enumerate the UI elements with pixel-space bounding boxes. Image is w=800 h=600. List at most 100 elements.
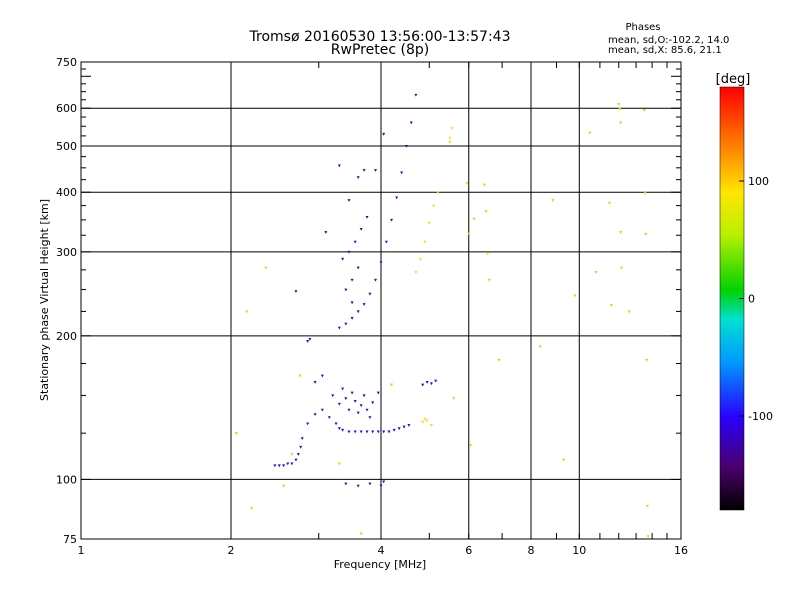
data-point xyxy=(337,462,341,466)
y-tick-label: 750 xyxy=(56,56,77,69)
colorbar-tick-label: 0 xyxy=(748,293,755,306)
data-point xyxy=(609,304,613,307)
data-point xyxy=(421,383,425,387)
data-point xyxy=(341,387,345,391)
data-point xyxy=(371,430,375,434)
data-point xyxy=(594,271,598,274)
data-point xyxy=(467,232,471,236)
data-point xyxy=(290,453,294,456)
data-point xyxy=(573,294,577,298)
data-point xyxy=(327,416,331,420)
data-point xyxy=(469,444,473,447)
data-point xyxy=(407,424,411,427)
data-point xyxy=(300,437,304,441)
data-point xyxy=(250,507,254,511)
x-tick-label: 10 xyxy=(572,544,586,557)
data-point xyxy=(320,374,324,378)
data-point xyxy=(282,484,286,488)
data-point xyxy=(353,430,357,434)
data-point xyxy=(538,345,542,349)
data-point xyxy=(382,430,386,434)
data-point xyxy=(368,416,372,420)
data-point xyxy=(382,480,386,484)
data-point xyxy=(298,374,302,378)
data-point xyxy=(497,358,501,362)
data-point xyxy=(299,445,303,449)
data-point xyxy=(344,288,348,292)
data-point xyxy=(353,240,357,244)
data-point xyxy=(306,340,310,343)
data-point xyxy=(341,428,345,432)
data-point xyxy=(337,164,341,168)
data-point xyxy=(425,419,429,423)
data-point xyxy=(619,231,623,234)
data-point xyxy=(374,278,378,282)
data-point xyxy=(320,408,324,412)
data-point xyxy=(350,316,354,320)
data-point xyxy=(313,381,317,384)
data-point xyxy=(359,532,363,536)
data-point xyxy=(344,322,348,326)
chart-title: Tromsø 20160530 13:56:00-13:57:43 xyxy=(249,29,511,45)
data-point xyxy=(390,383,394,387)
data-point xyxy=(356,411,360,415)
data-point xyxy=(313,413,317,416)
data-point xyxy=(334,422,338,426)
data-point xyxy=(356,310,360,314)
data-point xyxy=(429,382,433,386)
data-point xyxy=(290,462,294,466)
data-point xyxy=(450,127,454,130)
data-point xyxy=(353,400,357,403)
x-tick-label: 2 xyxy=(228,544,235,557)
data-point xyxy=(379,484,383,488)
colorbar-tick-label: 100 xyxy=(748,175,769,188)
data-point xyxy=(421,420,425,424)
data-point xyxy=(365,408,369,412)
data-point xyxy=(331,394,335,398)
data-point xyxy=(400,171,404,175)
y-tick-label: 100 xyxy=(56,473,77,486)
data-point xyxy=(432,204,436,208)
data-point xyxy=(356,266,360,270)
data-point xyxy=(347,408,351,412)
data-point xyxy=(245,310,249,314)
data-point xyxy=(409,121,413,125)
data-point xyxy=(359,404,363,408)
x-tick-label: 4 xyxy=(378,544,385,557)
data-point xyxy=(588,131,592,135)
data-point xyxy=(362,303,366,306)
data-point xyxy=(448,136,452,140)
data-point xyxy=(294,458,298,462)
x-axis-label: Frequency [MHz] xyxy=(334,558,426,571)
data-point xyxy=(282,464,286,468)
data-point xyxy=(465,182,469,185)
data-point xyxy=(376,391,380,395)
data-point xyxy=(608,201,612,205)
data-point xyxy=(368,292,372,296)
data-point xyxy=(368,482,372,486)
phases-legend-title: Phases xyxy=(625,22,660,33)
x-tick-label: 8 xyxy=(528,544,535,557)
data-point xyxy=(452,397,456,400)
data-point xyxy=(379,261,383,265)
data-point xyxy=(264,266,268,270)
data-point xyxy=(347,199,351,202)
x-tick-label: 16 xyxy=(674,544,688,557)
y-tick-label: 300 xyxy=(56,246,77,259)
data-points xyxy=(234,93,650,539)
data-point xyxy=(362,169,366,172)
data-point xyxy=(359,430,363,434)
data-point xyxy=(618,107,622,111)
data-point xyxy=(384,240,388,244)
data-point xyxy=(350,391,354,395)
data-point xyxy=(277,464,281,468)
data-point xyxy=(350,301,354,305)
data-point xyxy=(390,218,394,222)
data-point xyxy=(645,504,649,508)
data-point xyxy=(482,183,486,187)
y-tick-label: 400 xyxy=(56,186,77,199)
data-point xyxy=(341,257,345,261)
data-point xyxy=(645,358,649,362)
x-tick-label: 1 xyxy=(78,544,85,557)
